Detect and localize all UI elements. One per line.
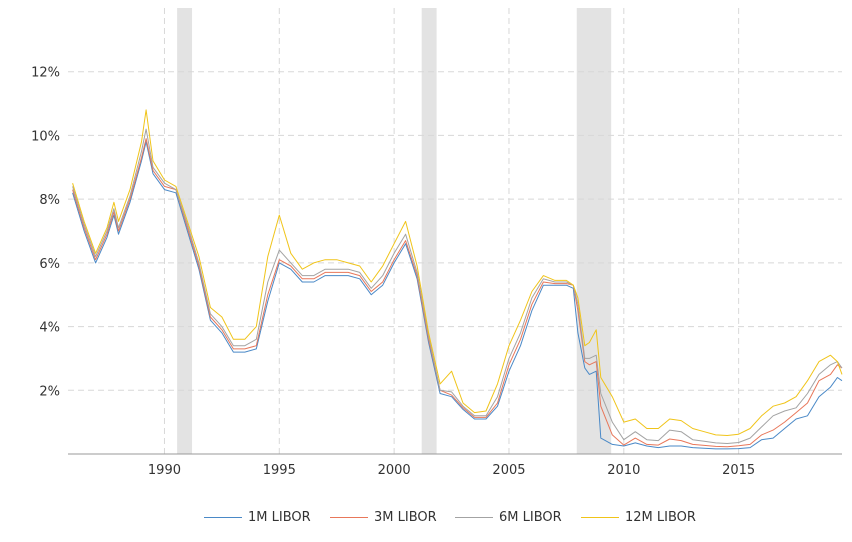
y-tick-label-3: 8%	[39, 193, 60, 208]
series-line-3m-libor	[72, 138, 843, 448]
x-tick-label-0: 1990	[148, 463, 181, 478]
legend-item-1m-libor[interactable]: 1M LIBOR	[204, 507, 311, 527]
y-axis-ticks: 2% 4% 6% 8% 10% 12%	[31, 66, 60, 400]
legend-swatch-12m-libor	[581, 516, 619, 518]
y-tick-label-0: 2%	[39, 384, 60, 399]
x-tick-label-2: 2000	[378, 463, 411, 478]
series-line-12m-libor	[72, 109, 843, 436]
x-tick-label-3: 2005	[492, 463, 525, 478]
recession-band-2	[576, 8, 612, 454]
y-tick-label-5: 12%	[31, 66, 60, 81]
recession-band-0	[177, 8, 193, 454]
legend-item-3m-libor[interactable]: 3M LIBOR	[330, 507, 437, 527]
series-lines	[72, 109, 843, 450]
legend-swatch-6m-libor	[455, 516, 493, 518]
recession-bands	[177, 8, 612, 454]
y-tick-label-1: 4%	[39, 321, 60, 336]
legend-swatch-3m-libor	[330, 516, 368, 518]
y-tick-label-4: 10%	[31, 129, 60, 144]
legend-item-12m-libor[interactable]: 12M LIBOR	[581, 507, 696, 527]
legend-label-6m-libor: 6M LIBOR	[499, 509, 562, 525]
series-line-6m-libor	[72, 128, 843, 444]
y-tick-label-2: 6%	[39, 257, 60, 272]
legend-label-3m-libor: 3M LIBOR	[374, 509, 437, 525]
legend-label-1m-libor: 1M LIBOR	[248, 509, 311, 525]
recession-band-1	[421, 8, 437, 454]
x-tick-label-1: 1995	[263, 463, 296, 478]
legend-label-12m-libor: 12M LIBOR	[625, 509, 696, 525]
series-line-1m-libor	[72, 141, 843, 450]
x-tick-label-5: 2015	[722, 463, 755, 478]
legend-swatch-1m-libor	[204, 516, 242, 518]
x-tick-label-4: 2010	[607, 463, 640, 478]
x-axis-ticks: 1990 1995 2000 2005 2010 2015	[148, 463, 755, 478]
legend-item-6m-libor[interactable]: 6M LIBOR	[455, 507, 562, 527]
gridlines	[68, 8, 842, 454]
chart-legend: 1M LIBOR 3M LIBOR 6M LIBOR 12M LIBOR	[0, 507, 852, 527]
